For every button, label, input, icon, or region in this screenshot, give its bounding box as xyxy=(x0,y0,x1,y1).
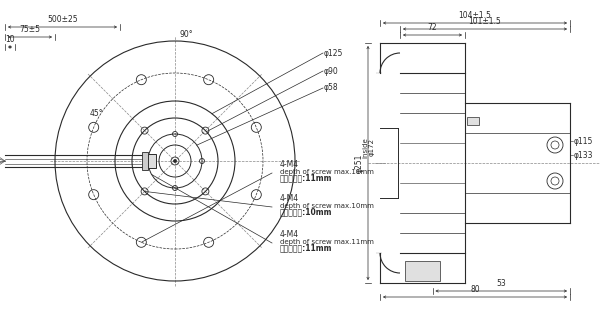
Text: 80: 80 xyxy=(470,285,480,294)
Text: 10: 10 xyxy=(5,35,15,44)
Bar xyxy=(405,261,440,281)
Text: 4-M4: 4-M4 xyxy=(280,194,299,203)
Text: 90°: 90° xyxy=(179,30,193,39)
Text: 螺钉孔深大:11mm: 螺钉孔深大:11mm xyxy=(280,173,332,182)
Text: 螺钉孔深大:11mm: 螺钉孔深大:11mm xyxy=(280,243,332,252)
Text: depth of screw max.11mm: depth of screw max.11mm xyxy=(280,169,374,175)
Text: 500±25: 500±25 xyxy=(47,15,78,24)
Text: 101±1.5: 101±1.5 xyxy=(469,17,502,26)
Text: φ115: φ115 xyxy=(574,137,593,145)
Text: 螺钉孔深大:10mm: 螺钉孔深大:10mm xyxy=(280,207,332,216)
Circle shape xyxy=(173,159,176,162)
Text: 104±1.5: 104±1.5 xyxy=(458,11,491,20)
Bar xyxy=(142,152,148,170)
Text: φ125: φ125 xyxy=(324,49,343,57)
Text: 53: 53 xyxy=(496,279,506,288)
Text: 75±5: 75±5 xyxy=(19,25,41,34)
Text: φ251: φ251 xyxy=(355,153,364,173)
Bar xyxy=(467,117,479,125)
Text: 45°: 45° xyxy=(90,109,104,117)
Text: 4-M4: 4-M4 xyxy=(280,160,299,169)
Text: φ133: φ133 xyxy=(574,151,593,159)
Text: φ58: φ58 xyxy=(324,83,338,93)
Text: 4-M4: 4-M4 xyxy=(280,230,299,239)
Bar xyxy=(148,154,156,168)
Text: inside
φ172: inside φ172 xyxy=(362,138,375,158)
Text: depth of screw max.10mm: depth of screw max.10mm xyxy=(280,203,374,209)
Text: φ90: φ90 xyxy=(324,67,339,76)
Text: depth of screw max.11mm: depth of screw max.11mm xyxy=(280,239,374,245)
Text: 72: 72 xyxy=(428,23,437,32)
